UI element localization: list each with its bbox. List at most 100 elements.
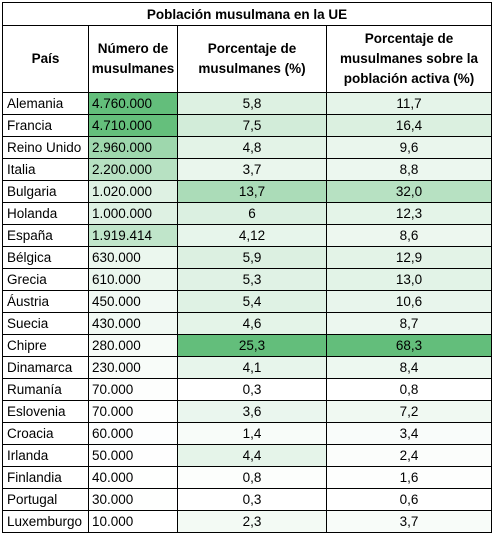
- table-row: Suecia 430.000 4,6 8,7: [2, 312, 492, 335]
- country-cell: España: [2, 224, 89, 247]
- muslim-active-percentage-cell: 13,0: [326, 268, 492, 291]
- muslim-percentage-cell: 4,4: [177, 444, 327, 467]
- country-cell: Croacia: [2, 422, 89, 445]
- muslim-count-cell: 60.000: [88, 422, 178, 445]
- muslim-count-cell: 4.760.000: [88, 92, 178, 115]
- muslim-active-percentage-cell: 3,4: [326, 422, 492, 445]
- table-row: Irlanda 50.000 4,4 2,4: [2, 444, 492, 467]
- muslim-percentage-cell: 5,8: [177, 92, 327, 115]
- muslim-active-percentage-cell: 10,6: [326, 290, 492, 313]
- muslim-active-percentage-cell: 3,7: [326, 510, 492, 533]
- country-cell: Francia: [2, 114, 89, 137]
- country-cell: Áustria: [2, 290, 89, 313]
- table-row: Alemania 4.760.000 5,8 11,7: [2, 92, 492, 115]
- muslim-active-percentage-cell: 2,4: [326, 444, 492, 467]
- country-cell: Irlanda: [2, 444, 89, 467]
- muslim-active-percentage-cell: 12,3: [326, 202, 492, 225]
- muslim-percentage-cell: 1,4: [177, 422, 327, 445]
- muslim-count-cell: 1.919.414: [88, 224, 178, 247]
- muslim-percentage-cell: 3,6: [177, 400, 327, 423]
- muslim-active-percentage-cell: 16,4: [326, 114, 492, 137]
- muslim-percentage-cell: 5,9: [177, 246, 327, 269]
- country-cell: Bulgaria: [2, 180, 89, 203]
- muslim-percentage-cell: 0,3: [177, 488, 327, 511]
- muslim-percentage-cell: 4,12: [177, 224, 327, 247]
- muslim-active-percentage-cell: 12,9: [326, 246, 492, 269]
- muslim-count-cell: 70.000: [88, 378, 178, 401]
- muslim-active-percentage-cell: 0,8: [326, 378, 492, 401]
- table-row: Francia 4.710.000 7,5 16,4: [2, 114, 492, 137]
- muslim-percentage-cell: 5,4: [177, 290, 327, 313]
- country-cell: Grecia: [2, 268, 89, 291]
- muslim-count-cell: 230.000: [88, 356, 178, 379]
- table-row: Italia 2.200.000 3,7 8,8: [2, 158, 492, 181]
- country-cell: Rumanía: [2, 378, 89, 401]
- country-cell: Italia: [2, 158, 89, 181]
- muslim-count-cell: 1.020.000: [88, 180, 178, 203]
- muslim-percentage-cell: 0,3: [177, 378, 327, 401]
- table-row: Finlandia 40.000 0,8 1,6: [2, 466, 492, 489]
- country-cell: Finlandia: [2, 466, 89, 489]
- country-cell: Chipre: [2, 334, 89, 357]
- table-row: Portugal 30.000 0,3 0,6: [2, 488, 492, 511]
- muslim-percentage-cell: 4,6: [177, 312, 327, 335]
- country-cell: Holanda: [2, 202, 89, 225]
- muslim-active-percentage-cell: 9,6: [326, 136, 492, 159]
- table-row: Eslovenia 70.000 3,6 7,2: [2, 400, 492, 423]
- country-cell: Portugal: [2, 488, 89, 511]
- table-row: Dinamarca 230.000 4,1 8,4: [2, 356, 492, 379]
- muslim-active-percentage-cell: 0,6: [326, 488, 492, 511]
- table-row: Chipre 280.000 25,3 68,3: [2, 334, 492, 357]
- muslim-active-percentage-cell: 68,3: [326, 334, 492, 357]
- country-cell: Dinamarca: [2, 356, 89, 379]
- muslim-percentage-cell: 6: [177, 202, 327, 225]
- header-country: País: [2, 25, 89, 93]
- muslim-active-percentage-cell: 11,7: [326, 92, 492, 115]
- table-row: Bulgaria 1.020.000 13,7 32,0: [2, 180, 492, 203]
- table-row: Rumanía 70.000 0,3 0,8: [2, 378, 492, 401]
- muslim-percentage-cell: 4,1: [177, 356, 327, 379]
- table-row: Grecia 610.000 5,3 13,0: [2, 268, 492, 291]
- table-row: España 1.919.414 4,12 8,6: [2, 224, 492, 247]
- country-cell: Eslovenia: [2, 400, 89, 423]
- muslim-count-cell: 30.000: [88, 488, 178, 511]
- muslim-percentage-cell: 13,7: [177, 180, 327, 203]
- table-row: Áustria 450.000 5,4 10,6: [2, 290, 492, 313]
- muslim-active-percentage-cell: 32,0: [326, 180, 492, 203]
- muslim-count-cell: 610.000: [88, 268, 178, 291]
- muslim-count-cell: 70.000: [88, 400, 178, 423]
- header-muslim-count: Número de musulmanes: [88, 25, 178, 93]
- muslim-percentage-cell: 2,3: [177, 510, 327, 533]
- country-cell: Luxemburgo: [2, 510, 89, 533]
- muslim-active-percentage-cell: 8,4: [326, 356, 492, 379]
- muslim-count-cell: 630.000: [88, 246, 178, 269]
- muslim-percentage-cell: 4,8: [177, 136, 327, 159]
- country-cell: Suecia: [2, 312, 89, 335]
- table-row: Croacia 60.000 1,4 3,4: [2, 422, 492, 445]
- country-cell: Bélgica: [2, 246, 89, 269]
- country-cell: Alemania: [2, 92, 89, 115]
- muslim-active-percentage-cell: 7,2: [326, 400, 492, 423]
- muslim-count-cell: 50.000: [88, 444, 178, 467]
- muslim-percentage-cell: 25,3: [177, 334, 327, 357]
- muslim-percentage-cell: 7,5: [177, 114, 327, 137]
- header-muslim-percentage: Porcentaje de musulmanes (%): [177, 25, 327, 93]
- table-title: Población musulmana en la UE: [2, 2, 492, 26]
- country-cell: Reino Unido: [2, 136, 89, 159]
- muslim-active-percentage-cell: 8,8: [326, 158, 492, 181]
- muslim-active-percentage-cell: 8,7: [326, 312, 492, 335]
- muslim-active-percentage-cell: 1,6: [326, 466, 492, 489]
- table-row: Reino Unido 2.960.000 4,8 9,6: [2, 136, 492, 159]
- header-muslim-active-percentage: Porcentaje de musulmanes sobre la poblac…: [326, 25, 492, 93]
- table-row: Luxemburgo 10.000 2,3 3,7: [2, 510, 492, 533]
- muslim-count-cell: 10.000: [88, 510, 178, 533]
- muslim-count-cell: 280.000: [88, 334, 178, 357]
- muslim-count-cell: 4.710.000: [88, 114, 178, 137]
- muslim-count-cell: 430.000: [88, 312, 178, 335]
- muslim-percentage-cell: 0,8: [177, 466, 327, 489]
- muslim-count-cell: 450.000: [88, 290, 178, 313]
- muslim-active-percentage-cell: 8,6: [326, 224, 492, 247]
- table-body: Alemania 4.760.000 5,8 11,7 Francia 4.710.000…: [2, 92, 492, 533]
- muslim-percentage-cell: 5,3: [177, 268, 327, 291]
